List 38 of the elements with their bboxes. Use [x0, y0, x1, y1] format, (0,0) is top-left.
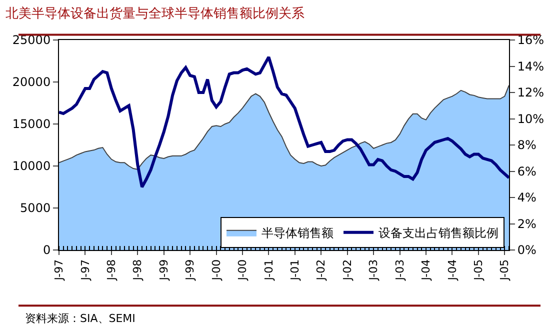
y2-tick-label: 14%	[517, 59, 544, 74]
x-tick-label: J-05	[498, 259, 512, 282]
text: 资料来源：SIA、SEMI	[25, 312, 136, 325]
y2-tick-label: 8%	[517, 138, 536, 152]
y2-tick-label: 4%	[517, 190, 536, 205]
y-tick-label: 10000	[12, 159, 51, 174]
chart-title: 北美半导体设备出货量与全球半导体销售额比例关系	[6, 5, 305, 22]
y-tick-label: 15000	[12, 117, 51, 132]
x-tick-label: J-00	[236, 259, 250, 282]
x-tick-label: J-99	[184, 259, 197, 282]
x-tick-label: J-98	[105, 259, 118, 282]
x-tick-label: J-03	[393, 259, 406, 282]
x-tick-label: J-03	[367, 259, 380, 282]
y2-tick-label: 10%	[517, 112, 544, 126]
x-tick-label: J-04	[446, 259, 459, 282]
x-tick-label: J-02	[340, 259, 354, 282]
x-tick-label: J-01	[288, 259, 302, 282]
x-tick-label: J-97	[78, 259, 92, 282]
x-tick-label: J-98	[131, 259, 144, 282]
line-series	[59, 56, 509, 188]
legend-label: 半导体销售额	[262, 226, 334, 240]
x-tick-label: J-99	[157, 259, 170, 282]
x-tick-label: J-05	[472, 259, 485, 282]
y-tick-label: 0	[42, 243, 51, 258]
y-tick-label: 20000	[12, 75, 51, 90]
y-tick-label: 25000	[12, 33, 51, 48]
y2-tick-label: 12%	[517, 86, 544, 100]
y2-tick-label: 16%	[517, 33, 544, 48]
y2-tick-label: 0%	[517, 243, 536, 258]
x-tick-label: J-00	[210, 259, 223, 282]
y2-tick-label: 6%	[517, 164, 536, 178]
x-tick-label: J-04	[420, 259, 433, 282]
x-tick-label: J-02	[314, 259, 328, 282]
x-tick-label: J-01	[262, 259, 276, 282]
x-tick-label: J-97	[52, 259, 66, 282]
y2-tick-label: 2%	[517, 216, 536, 231]
legend-label: 设备支出占销售额比例	[378, 226, 498, 240]
y-tick-label: 5000	[20, 201, 51, 216]
